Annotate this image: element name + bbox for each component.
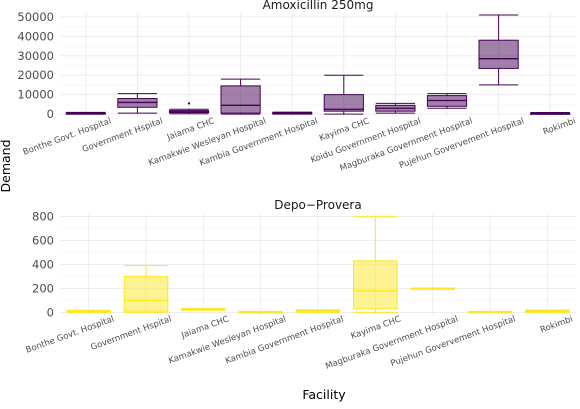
box-1 <box>66 309 111 313</box>
y-tick-label: 50000 <box>17 10 54 24</box>
iqr-box <box>220 85 261 114</box>
y-tick-label: 400 <box>32 257 54 271</box>
box-7 <box>375 102 416 114</box>
x-tick-label: Rokimbi <box>542 116 577 137</box>
box-3 <box>168 102 210 115</box>
y-tick-label: 200 <box>32 281 54 295</box>
box-7 <box>410 287 455 290</box>
box-2 <box>117 93 158 114</box>
box-1 <box>65 111 106 115</box>
box-4 <box>238 310 283 314</box>
box-10 <box>530 112 571 115</box>
box-5 <box>295 309 341 313</box>
box-2 <box>123 265 169 313</box>
iqr-box <box>323 94 364 112</box>
y-tick-label: 0 <box>47 107 54 121</box>
y-tick-label: 10000 <box>17 88 54 102</box>
iqr-box <box>478 39 519 69</box>
y-tick-label: 600 <box>32 233 54 247</box>
box-3 <box>181 308 226 311</box>
panel-amoxicillin: Amoxicillin 250mg 0 10000 20000 30000 40000 50… <box>17 0 577 174</box>
box-6 <box>353 215 398 313</box>
box-9 <box>525 309 570 313</box>
box-9 <box>478 14 519 86</box>
panel-title: Amoxicillin 250mg <box>263 0 374 12</box>
box-4 <box>220 78 261 115</box>
x-tick-label: Bonthe Govt. Hospital <box>22 116 113 157</box>
y-tick-label: 800 <box>32 209 54 223</box>
y-tick-label: 40000 <box>17 29 54 43</box>
y-tick-label: 30000 <box>17 49 54 63</box>
y-tick-label: 20000 <box>17 68 54 82</box>
box-5 <box>272 111 313 115</box>
y-axis-title: Demand <box>0 139 13 192</box>
box-8 <box>467 310 513 314</box>
x-axis-title: Facility <box>302 387 346 402</box>
box-6 <box>323 74 364 115</box>
outlier-point <box>187 102 191 105</box>
y-tick-label: 0 <box>47 305 54 319</box>
x-tick-label: Rokimbi <box>539 314 574 335</box>
box-8 <box>426 93 468 109</box>
iqr-box <box>123 275 169 312</box>
panel-title: Depo−Provera <box>274 198 361 212</box>
iqr-box <box>353 260 398 310</box>
